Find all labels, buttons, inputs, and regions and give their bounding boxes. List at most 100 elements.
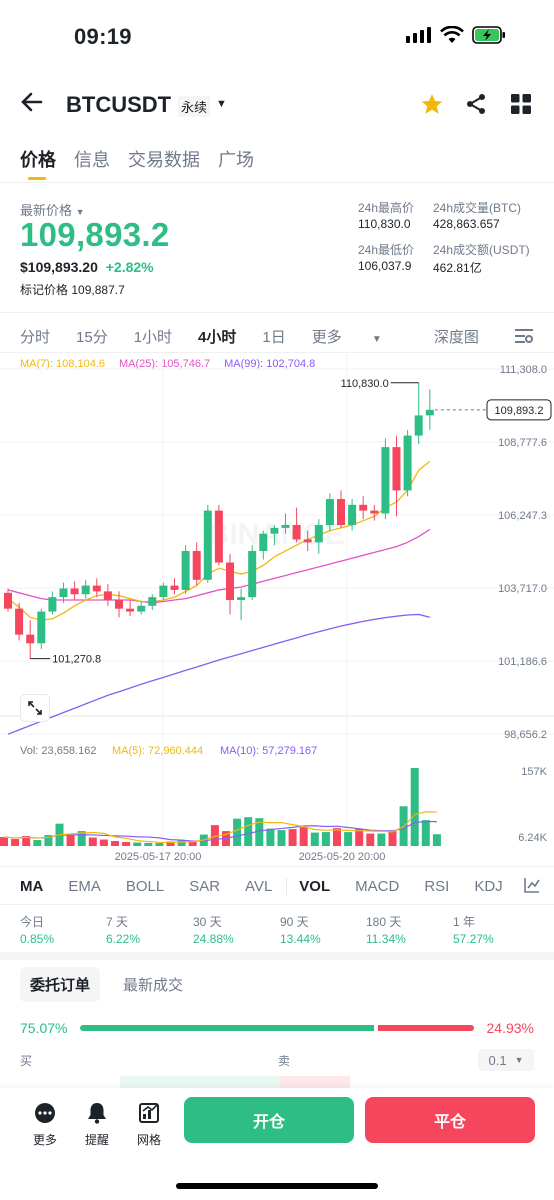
tab-square[interactable]: 广场 bbox=[218, 150, 254, 170]
grid-trading-icon bbox=[131, 1102, 167, 1127]
volume-bar bbox=[355, 829, 364, 846]
volume-bar bbox=[66, 835, 75, 846]
more-label: 更多 bbox=[32, 1133, 57, 1147]
tf-more[interactable]: 更多 ▼ bbox=[311, 329, 382, 346]
volume-bar bbox=[77, 831, 86, 846]
ind-ema[interactable]: EMA bbox=[68, 878, 101, 895]
candle-body bbox=[281, 525, 290, 528]
star-icon[interactable] bbox=[420, 92, 444, 121]
vol-usdt-value: 462.81亿 bbox=[433, 261, 482, 275]
more-button[interactable]: 更多 bbox=[27, 1102, 63, 1148]
candlestick-chart[interactable]: BINANCE 111,308.0 108,777.6 106,247.3 103,71… bbox=[0, 354, 554, 868]
tf-4h[interactable]: 4小时 bbox=[198, 329, 237, 346]
chevron-down-icon[interactable]: ▼ bbox=[216, 98, 227, 110]
divider bbox=[0, 182, 554, 183]
share-icon[interactable] bbox=[465, 93, 487, 120]
date-axis-label: 2025-05-20 20:00 bbox=[299, 851, 386, 863]
candle-body bbox=[248, 550, 257, 598]
candle-body bbox=[314, 525, 323, 543]
price-axis-label: 106,247.3 bbox=[498, 510, 547, 522]
candle-body bbox=[425, 409, 434, 416]
candle-body bbox=[414, 415, 423, 436]
tf-depth[interactable]: 深度图 bbox=[433, 329, 479, 346]
candle-body bbox=[103, 591, 112, 601]
tf-line[interactable]: 分时 bbox=[20, 329, 51, 346]
ind-boll[interactable]: BOLL bbox=[125, 878, 165, 895]
ind-sar[interactable]: SAR bbox=[189, 878, 221, 895]
contract-badge[interactable]: 永续 bbox=[178, 96, 211, 117]
last-price-label[interactable]: 最新价格 ▼ bbox=[20, 203, 85, 218]
symbol-title[interactable]: BTCUSDT bbox=[66, 92, 172, 117]
tf-1d[interactable]: 1日 bbox=[262, 329, 286, 346]
volume-bar bbox=[0, 837, 8, 846]
vol-axis-label: 157K bbox=[521, 766, 547, 778]
indicator-settings-icon[interactable] bbox=[524, 877, 540, 898]
volume-bar bbox=[233, 818, 242, 846]
ind-macd[interactable]: MACD bbox=[355, 878, 400, 895]
candle-body bbox=[226, 562, 234, 601]
close-position-button[interactable]: 平仓 bbox=[365, 1097, 535, 1143]
open-position-button[interactable]: 开仓 bbox=[184, 1097, 354, 1143]
vol-label: Vol: 23,658.162 bbox=[20, 745, 96, 757]
ind-kdj[interactable]: KDJ bbox=[474, 878, 503, 895]
perf-label: 30 天 bbox=[193, 915, 222, 929]
candle-body bbox=[181, 550, 190, 590]
volume-bar bbox=[421, 820, 430, 846]
volume-bar bbox=[299, 827, 308, 846]
candle-body bbox=[303, 539, 312, 543]
buy-percent: 75.07% bbox=[20, 1020, 68, 1036]
candle-body bbox=[159, 585, 168, 598]
volume-bar bbox=[321, 832, 330, 846]
vol-ma5-line bbox=[3, 811, 437, 844]
vol-btc-label: 24h成交量(BTC) bbox=[433, 201, 522, 215]
divider bbox=[0, 352, 554, 353]
volume-bar bbox=[255, 818, 264, 846]
tf-15m[interactable]: 15分 bbox=[76, 329, 108, 346]
bell-icon bbox=[79, 1102, 115, 1127]
back-arrow-icon[interactable] bbox=[20, 90, 44, 119]
perf-value: 11.34% bbox=[366, 932, 406, 946]
sell-percent: 24.93% bbox=[486, 1020, 534, 1036]
tf-1h[interactable]: 1小时 bbox=[133, 329, 173, 346]
candle-body bbox=[359, 504, 368, 511]
ind-avl[interactable]: AVL bbox=[245, 878, 273, 895]
perf-value: 24.88% bbox=[193, 932, 234, 946]
tab-info[interactable]: 信息 bbox=[74, 150, 110, 170]
tab-price[interactable]: 价格 bbox=[20, 150, 56, 170]
tab-open-orders[interactable]: 委托订单 bbox=[20, 967, 101, 1002]
volume-bar bbox=[188, 841, 197, 846]
chart-settings-icon[interactable] bbox=[514, 327, 534, 350]
expand-chart-button[interactable] bbox=[20, 694, 50, 722]
candle-body bbox=[203, 510, 212, 580]
perf-value: 57.27% bbox=[453, 932, 494, 946]
alert-button[interactable]: 提醒 bbox=[79, 1102, 115, 1148]
precision-select[interactable]: 0.1 ▼ bbox=[478, 1049, 534, 1071]
vol-axis-label: 6.24K bbox=[518, 832, 547, 844]
perf-label: 今日 bbox=[20, 915, 45, 929]
tab-trading-data[interactable]: 交易数据 bbox=[128, 150, 200, 170]
volume-bar bbox=[210, 825, 219, 846]
candle-body bbox=[381, 447, 390, 514]
ind-ma[interactable]: MA bbox=[20, 878, 44, 895]
price-axis-label: 103,717.0 bbox=[498, 583, 547, 595]
vol-ma5-label: MA(5): 72,960.444 bbox=[112, 745, 203, 757]
volume-bar bbox=[88, 837, 97, 846]
home-indicator bbox=[176, 1183, 378, 1189]
ind-vol[interactable]: VOL bbox=[286, 878, 330, 895]
volume-bar bbox=[244, 817, 253, 846]
tab-recent-trades[interactable]: 最新成交 bbox=[123, 977, 184, 994]
volume-bar bbox=[410, 768, 419, 846]
grid-menu-icon[interactable] bbox=[511, 94, 531, 119]
buy-column-label: 买 bbox=[20, 1054, 33, 1068]
volume-bar bbox=[44, 835, 53, 846]
divider bbox=[0, 312, 554, 313]
current-price-text: 109,893.2 bbox=[495, 405, 544, 417]
ma99-line bbox=[7, 613, 430, 735]
volume-bar bbox=[288, 829, 297, 846]
candle-body bbox=[337, 499, 345, 526]
vol-btc-value: 428,863.657 bbox=[433, 217, 500, 231]
ma99-label: MA(99): 102,704.8 bbox=[224, 358, 316, 370]
ind-rsi[interactable]: RSI bbox=[424, 878, 450, 895]
volume-bar bbox=[99, 839, 108, 846]
grid-button[interactable]: 网格 bbox=[131, 1102, 167, 1148]
